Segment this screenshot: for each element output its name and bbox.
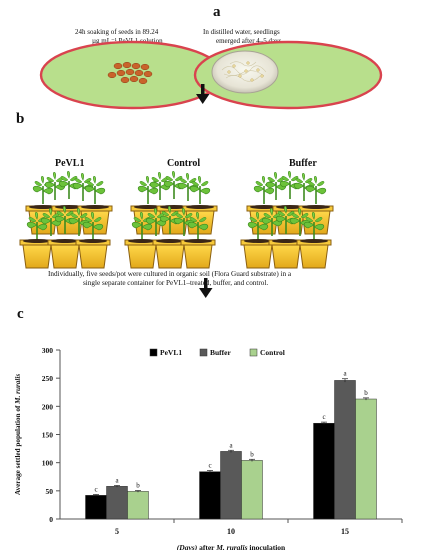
y-axis-label: Average settled population of M. ruralis: [14, 374, 22, 495]
y-tick-label: 300: [42, 346, 54, 355]
legend-swatch-pevl1: [149, 348, 158, 357]
legend-label-pevl1: PeVL1: [160, 348, 182, 357]
bar-control-10: [241, 460, 263, 520]
pot-group-buffer: [241, 171, 333, 268]
y-tick-label: 50: [46, 487, 54, 496]
x-tick-label: 5: [115, 527, 119, 536]
significance-letter: b: [136, 482, 140, 490]
significance-letter: a: [115, 476, 119, 484]
soaking-text-line1: 24h soaking of seeds in 89.24: [75, 28, 159, 36]
pot-group-control: [125, 171, 217, 268]
arrow-down-icon: [196, 84, 210, 104]
significance-letter: c: [208, 462, 211, 470]
significance-letter: b: [250, 450, 254, 458]
seedling-text-line2: emerged after 4–5 days.: [216, 37, 284, 45]
group-label-pevl1: PeVL1: [55, 158, 85, 169]
legend-swatch-control: [249, 348, 258, 357]
significance-letter: c: [322, 413, 325, 421]
x-axis-label: (Days) after M. ruralis inoculation: [177, 543, 286, 550]
significance-letter: c: [94, 485, 97, 493]
y-tick-label: 250: [42, 374, 54, 383]
illustration: [0, 40, 383, 298]
legend-label-buffer: Buffer: [210, 348, 231, 357]
pot-group-pevl1: [20, 171, 112, 268]
y-tick-label: 0: [49, 515, 53, 524]
bar-buffer-15: [334, 380, 356, 520]
significance-letter: a: [229, 441, 233, 449]
legend-swatch-buffer: [199, 348, 208, 357]
group-label-control: Control: [167, 158, 201, 169]
bar-control-15: [355, 398, 377, 520]
group-label-buffer: Buffer: [289, 158, 317, 169]
x-tick-label: 15: [341, 527, 349, 536]
panel-label-a: a: [213, 4, 221, 20]
y-tick-label: 100: [42, 459, 54, 468]
panel-label-b: b: [16, 111, 25, 127]
bar-control-5: [127, 491, 149, 520]
culture-caption-line2: single separate container for PeVL1–trea…: [83, 279, 269, 287]
seedling-dish: [193, 40, 383, 110]
panel-label-c: c: [17, 306, 24, 322]
bar-buffer-10: [220, 451, 242, 520]
bar-chart: 0 50 100 150 200 250 300 5 c a b 10 c a b 15 c a b PeVL1 Buf…: [14, 346, 403, 550]
seedling-text-line1: In distilled water, seedlings: [203, 28, 280, 36]
bar-buffer-5: [106, 486, 128, 520]
y-tick-label: 150: [42, 431, 54, 440]
seed-dish: [39, 40, 225, 110]
arrow-down-icon-2: [199, 278, 213, 298]
y-tick-label: 200: [42, 402, 54, 411]
legend-label-control: Control: [260, 348, 285, 357]
significance-letter: a: [343, 370, 347, 378]
x-tick-label: 10: [227, 527, 235, 536]
significance-letter: b: [364, 389, 368, 397]
bar-pevl1-5: [85, 495, 107, 520]
bar-pevl1-10: [199, 471, 221, 520]
culture-caption-line1: Individually, five seeds/pot were cultur…: [48, 270, 292, 278]
bar-pevl1-15: [313, 422, 335, 520]
